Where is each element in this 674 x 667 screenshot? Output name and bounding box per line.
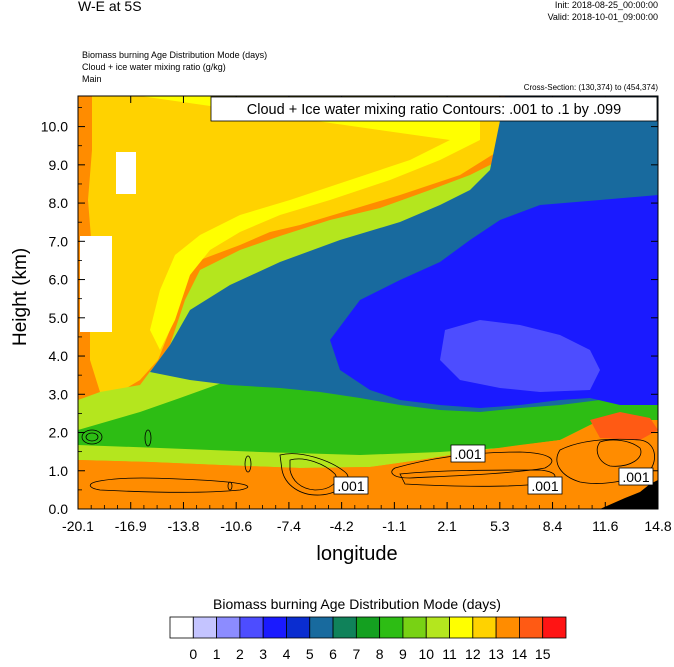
y-tick-label: 9.0 [49, 157, 69, 173]
contour-label-4-text: .001 [622, 469, 649, 485]
colorbar-level-label: 1 [213, 646, 221, 662]
y-tick-label: 8.0 [49, 195, 69, 211]
colorbar-swatch [495, 616, 520, 639]
field-region-age-0-b [80, 236, 112, 332]
colorbar-swatch [425, 616, 450, 639]
contour-label-1-text: .001 [454, 446, 481, 462]
colorbar-swatch [309, 616, 334, 639]
x-axis: -20.1 -16.9 -13.8 -10.6 -7.4 -4.2 -1.1 2.1 5.3 8.… [62, 96, 672, 534]
y-tick-label: 5.0 [49, 310, 69, 326]
x-tick-label: 8.4 [543, 518, 563, 534]
field-label-main: Main [82, 74, 102, 84]
contour-label-3: .001 [527, 476, 563, 495]
colorbar-level-label: 10 [418, 646, 434, 662]
colorbar-swatch [402, 616, 427, 639]
x-tick-label: -1.1 [382, 518, 406, 534]
colorbar-swatch [355, 616, 381, 639]
plot-area [78, 96, 658, 509]
colorbar-level-label: 2 [236, 646, 244, 662]
colorbar-swatch [286, 616, 311, 639]
init-time: Init: 2018-08-25_00:00:00 [554, 0, 658, 10]
y-tick-label: 4.0 [49, 348, 69, 364]
x-tick-label: 11.6 [592, 518, 618, 534]
y-tick-label: 2.0 [49, 425, 69, 441]
x-tick-label: -20.1 [62, 518, 94, 534]
contour-legend-text: Cloud + Ice water mixing ratio Contours:… [247, 102, 621, 118]
colorbar-swatch [449, 616, 474, 639]
y-tick-label: 10.0 [41, 119, 68, 135]
x-tick-label: -13.8 [167, 518, 199, 534]
field-label-cloud: Cloud + ice water mixing ratio (g/kg) [82, 62, 226, 72]
x-tick-label: -16.9 [115, 518, 147, 534]
valid-time: Valid: 2018-10-01_09:00:00 [547, 12, 658, 22]
y-tick-label: 6.0 [49, 272, 69, 288]
x-tick-label: 14.8 [644, 518, 671, 534]
contour-label-2-text: .001 [337, 478, 364, 494]
colorbar: 0 1 2 3 4 5 6 7 8 9 10 11 12 13 14 15 [169, 616, 567, 662]
field-region-age-3 [440, 320, 600, 392]
contour-label-2: .001 [333, 476, 369, 495]
contour-label-4: .001 [618, 467, 654, 486]
contour-legend-box [210, 96, 658, 122]
x-tick-label: -7.4 [277, 518, 301, 534]
colorbar-swatch [216, 616, 241, 639]
field-region-age-0-a [116, 152, 136, 194]
colorbar-level-label: 0 [189, 646, 197, 662]
colorbar-title: Biomass burning Age Distribution Mode (d… [213, 596, 501, 612]
colorbar-swatch [239, 616, 264, 639]
colorbar-swatch [379, 616, 404, 639]
contour-label-3-text: .001 [531, 478, 558, 494]
terrain-mask [600, 480, 658, 509]
colorbar-swatch [519, 616, 544, 639]
cross-section-label: Cross-Section: (130,374) to (454,374) [523, 83, 658, 92]
y-tick-label: 7.0 [49, 233, 69, 249]
y-axis-label: Height (km) [10, 247, 31, 346]
x-tick-label: 2.1 [437, 518, 457, 534]
field-region-age-15 [590, 412, 658, 440]
y-tick-label: 0.0 [49, 501, 69, 517]
field-region-age-12 [140, 96, 480, 350]
colorbar-level-label: 15 [535, 646, 551, 662]
colorbar-level-label: 8 [376, 646, 384, 662]
colorbar-swatch [332, 616, 357, 639]
colorbar-swatch [472, 616, 497, 639]
colorbar-swatch [542, 616, 567, 639]
colorbar-level-label: 7 [352, 646, 360, 662]
contour-label-1: .001 [450, 444, 486, 463]
colorbar-level-label: 14 [512, 646, 528, 662]
colorbar-level-label: 12 [465, 646, 481, 662]
colorbar-level-label: 5 [306, 646, 314, 662]
x-tick-label: -4.2 [330, 518, 354, 534]
colorbar-level-label: 3 [259, 646, 267, 662]
colorbar-level-label: 6 [329, 646, 337, 662]
field-region-age-14-lower [78, 425, 658, 509]
field-label-biomass: Biomass burning Age Distribution Mode (d… [82, 50, 268, 60]
y-axis: 0.0 1.0 2.0 3.0 4.0 5.0 6.0 7.0 8.0 9.0 10.0 [41, 107, 658, 517]
colorbar-level-label: 11 [442, 646, 457, 662]
colorbar-level-label: 13 [488, 646, 504, 662]
x-tick-label: -10.6 [220, 518, 252, 534]
x-tick-label: 5.3 [490, 518, 510, 534]
colorbar-level-label: 4 [283, 646, 291, 662]
chart-title: W-E at 5S [78, 0, 142, 14]
colorbar-swatch [169, 616, 194, 639]
y-tick-label: 3.0 [49, 386, 69, 402]
colorbar-swatch [192, 616, 217, 639]
y-tick-label: 1.0 [49, 463, 69, 479]
colorbar-swatch [262, 616, 287, 639]
x-axis-label: longitude [316, 543, 398, 565]
colorbar-level-label: 9 [399, 646, 407, 662]
